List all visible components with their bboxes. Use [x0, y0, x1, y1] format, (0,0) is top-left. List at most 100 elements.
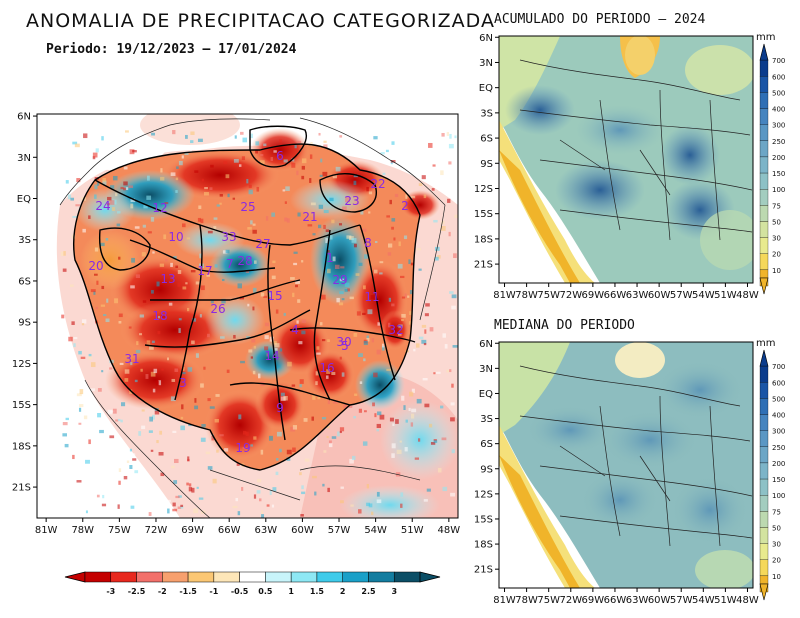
basin-label: 2 [401, 199, 409, 213]
median-lat-label: 12S [474, 489, 493, 500]
mm-median-swatch [759, 527, 769, 544]
anomaly-swatch [368, 571, 395, 583]
mm-median-label: 50 [772, 524, 781, 532]
anomaly-swatch [290, 571, 318, 583]
accum-lon-label: 60W [648, 290, 671, 301]
period-subtitle: Periodo: 19/12/2023 — 17/01/2024 [46, 42, 297, 57]
basin-label: 21 [302, 210, 317, 224]
basin-label: 11 [364, 290, 379, 304]
main-lon-label: 66W [218, 525, 241, 536]
accum-map [499, 36, 753, 283]
mm-accum-label: 100 [772, 186, 785, 194]
mm-median-swatch [759, 511, 769, 528]
mm-median-swatch [759, 543, 769, 560]
anomaly-label: 1 [288, 587, 294, 596]
basin-label: 30 [336, 335, 351, 349]
mm-accum-label: 150 [772, 170, 785, 178]
median-lat-axis: 6N 3N EQ 3S 6S 9S 12S 15S 18S 21S [474, 339, 499, 576]
median-lat-label: 6N [479, 339, 493, 350]
median-lat-label: 18S [474, 540, 493, 551]
anomaly-swatch [265, 571, 292, 583]
mm-median-label: 75 [772, 508, 781, 516]
main-lon-axis: 81W 78W 75W 72W 69W 66W 63W 60W 57W 54W 51W 48W [35, 518, 460, 536]
anomaly-label: -1.5 [179, 587, 197, 596]
median-lon-label: 63W [626, 595, 649, 606]
mm-accum-swatch [759, 205, 769, 222]
accum-lat-label: 15S [474, 209, 493, 220]
basin-label: 10 [168, 230, 183, 244]
accum-lat-label: 12S [474, 184, 493, 195]
mm-accum-swatch [759, 124, 769, 141]
anomaly-swatch [84, 571, 112, 583]
mm-accum-swatch [759, 108, 769, 125]
basin-label: 16 [319, 361, 334, 375]
anomaly-label: -0.5 [231, 587, 249, 596]
basin-label: 24 [95, 199, 110, 213]
main-lon-label: 63W [254, 525, 277, 536]
median-lat-label: 9S [480, 464, 493, 475]
mm-median-label: 150 [772, 476, 785, 484]
anomaly-label: 0.5 [258, 587, 273, 596]
country-borders [59, 117, 446, 518]
mm-median-label: 100 [772, 492, 785, 500]
accum-lat-label: 9S [480, 159, 493, 170]
main-lon-label: 57W [328, 525, 351, 536]
anomaly-swatch [187, 571, 215, 583]
basin-label: 19 [235, 441, 250, 455]
anomaly-swatch [393, 571, 421, 583]
basin-label: 22 [370, 177, 385, 191]
median-lon-label: 57W [670, 595, 693, 606]
accum-lon-label: 75W [537, 290, 560, 301]
median-lon-label: 51W [714, 595, 737, 606]
median-lat-label: 6S [480, 439, 493, 450]
mm-accum-label: 400 [772, 106, 785, 114]
mm-accum-label: 250 [772, 138, 785, 146]
mm-median-label: 400 [772, 412, 785, 420]
basin-label: 6 [276, 149, 284, 163]
main-lat-label: 18S [12, 441, 31, 452]
median-panel-title: MEDIANA DO PERIODO [494, 318, 635, 333]
median-lon-axis: 81W 78W 75W 72W 69W 66W 63W 60W 57W 54W 51W 48W [493, 588, 759, 606]
mm-accum-label: 75 [772, 202, 781, 210]
median-lon-label: 72W [559, 595, 582, 606]
basin-label: 15 [267, 289, 282, 303]
mm-median-unit: mm [756, 338, 775, 349]
anomaly-label: 2 [340, 587, 346, 596]
mm-accum-label: 30 [772, 235, 781, 243]
accum-lon-label: 72W [559, 290, 582, 301]
anomaly-label: 2.5 [361, 587, 376, 596]
basin-label: 9 [276, 401, 284, 415]
main-lon-label: 75W [108, 525, 131, 536]
mm-accum-label: 700 [772, 57, 785, 65]
main-lat-label: 12S [12, 359, 31, 370]
mm-median-label: 10 [772, 573, 781, 581]
main-lon-label: 78W [71, 525, 94, 536]
accum-lon-label: 66W [604, 290, 627, 301]
basin-label: 31 [124, 352, 139, 366]
mm-accum-swatch [759, 92, 769, 109]
basin-label: 12 [152, 201, 167, 215]
accum-lat-label: 3N [479, 58, 493, 69]
basin-label: 14 [264, 349, 279, 363]
main-lon-label: 60W [291, 525, 314, 536]
median-lat-label: 3N [479, 364, 493, 375]
median-lon-label: 66W [604, 595, 627, 606]
mm-accum-swatch [759, 59, 769, 77]
accum-lon-label: 57W [670, 290, 693, 301]
basin-label: 8 [364, 236, 372, 250]
anomaly-label: -2 [158, 587, 167, 596]
basin-label: 32 [388, 323, 403, 337]
mm-accum-unit: mm [756, 32, 775, 43]
mm-median-label: 200 [772, 460, 785, 468]
main-lon-label: 69W [181, 525, 204, 536]
anomaly-swatch [316, 571, 343, 583]
anomaly-swatch [239, 571, 266, 583]
accum-lon-label: 69W [582, 290, 605, 301]
main-lat-label: 6S [18, 276, 31, 287]
accum-lon-label: 81W [493, 290, 516, 301]
basin-label: 18 [152, 309, 167, 323]
accum-panel-title: ACUMULADO DO PERIODO — 2024 [494, 12, 706, 27]
main-lon-label: 54W [364, 525, 387, 536]
basin-label: 33 [221, 230, 236, 244]
